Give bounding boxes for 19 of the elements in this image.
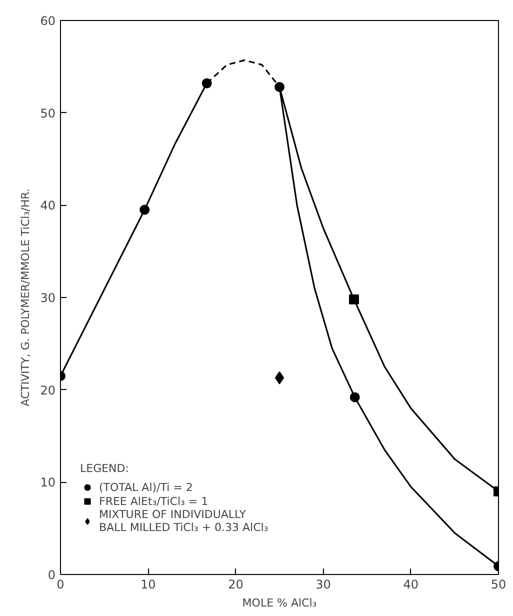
x-tick-label: 40 [403,578,419,592]
legend-label: (TOTAL Al)/Ti = 2 [99,480,193,494]
y-tick-label: 50 [40,106,56,120]
y-tick-label: 10 [40,476,56,490]
y-tick-label: 0 [48,568,56,582]
y-tick-label: 60 [40,14,56,28]
y-axis-title: ACTIVITY, G. POLYMER/MMOLE TiCl₃/HR. [19,188,32,406]
legend-label: FREE AlEt₃/TiCl₃ = 1 [99,494,208,508]
x-tick-label: 10 [140,578,156,592]
x-tick-label: 50 [490,578,506,592]
x-tick-label: 0 [56,578,64,592]
legend-label: MIXTURE OF INDIVIDUALLY BALL MILLED TiCl₃ + 0.33 AlCl₃ [99,508,268,534]
x-tick-label: 30 [316,578,331,592]
x-tick-label: 20 [228,578,244,592]
x-axis-title: MOLE % AlCl₃ [242,596,317,610]
legend-title: LEGEND: [80,462,130,475]
y-tick-label: 30 [40,291,56,305]
y-tick-label: 40 [40,198,56,213]
y-tick-label: 20 [40,383,56,398]
